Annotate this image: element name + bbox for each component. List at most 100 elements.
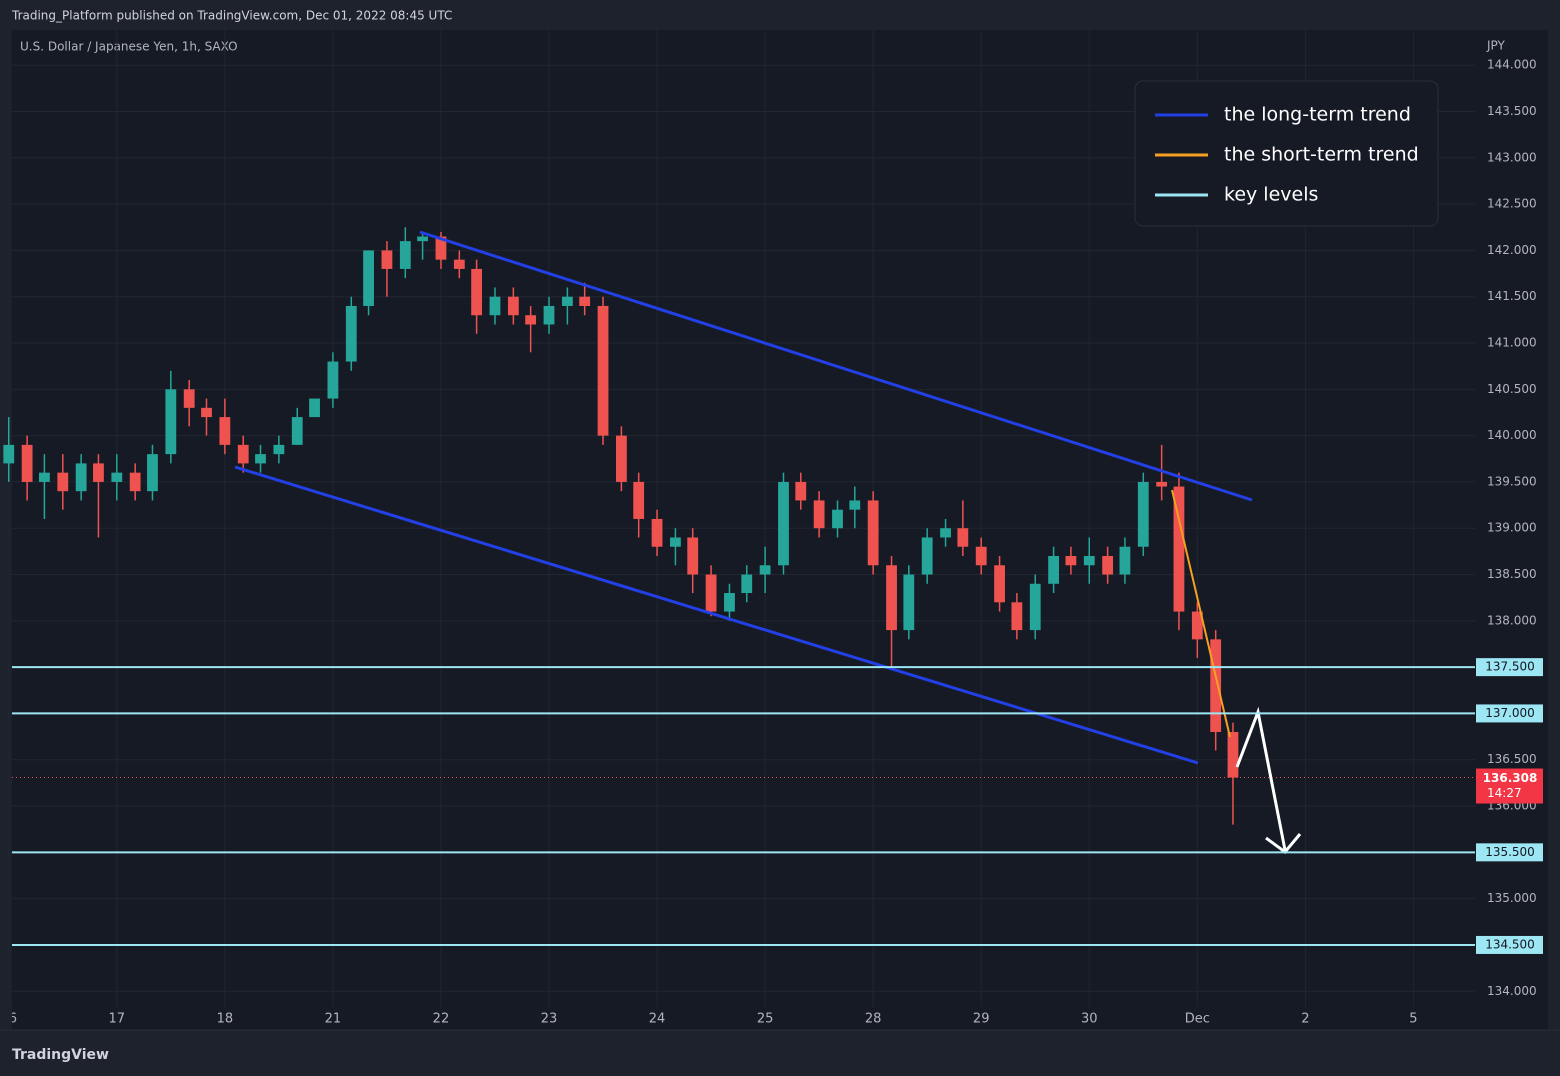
- axis-unit: JPY: [1486, 39, 1506, 53]
- candle-body: [255, 454, 266, 464]
- candle-body: [1065, 556, 1077, 566]
- x-tick-label: 25: [757, 1012, 774, 1027]
- candle-body: [201, 407, 212, 418]
- y-tick-label: 143.000: [1487, 150, 1537, 164]
- key-level-tag: [1476, 704, 1543, 723]
- candle-body: [832, 509, 843, 529]
- candle-body: [940, 528, 951, 538]
- candle-body: [129, 472, 141, 492]
- key-level-tag: [1476, 843, 1543, 862]
- candle-body: [363, 250, 374, 306]
- candle-body: [1029, 583, 1041, 631]
- candle-body: [543, 305, 555, 325]
- x-tick-label: 28: [865, 1012, 882, 1027]
- key-level-tag: [1476, 935, 1543, 954]
- x-tick-label: 17: [109, 1012, 126, 1027]
- y-tick-label: 142.500: [1487, 197, 1537, 211]
- candle-body: [1011, 602, 1023, 631]
- candle-body: [759, 565, 771, 575]
- candle-body: [489, 296, 501, 316]
- candle-body: [3, 444, 15, 464]
- candle-body: [525, 315, 537, 325]
- y-tick-label: 138.500: [1487, 567, 1537, 581]
- y-tick-label: 139.000: [1487, 521, 1537, 535]
- key-level-label: 135.500: [1485, 845, 1535, 859]
- short-trend-line: [1171, 489, 1231, 738]
- y-tick-label: 143.500: [1487, 104, 1537, 118]
- candle-body: [795, 481, 807, 501]
- y-tick-label: 134.000: [1487, 984, 1537, 998]
- candle-body: [741, 574, 753, 594]
- candle-body: [1083, 556, 1095, 566]
- candle-body: [417, 236, 428, 242]
- candle-body: [579, 296, 591, 306]
- candle-body: [399, 241, 411, 269]
- candle-body: [994, 565, 1005, 603]
- x-tick-label: 16: [0, 1012, 17, 1027]
- x-tick-label: 5: [1409, 1012, 1417, 1027]
- logo: TradingView: [12, 1047, 109, 1063]
- legend-label: the long-term trend: [1224, 104, 1411, 126]
- candle-body: [327, 361, 339, 399]
- x-tick-label: Dec: [1185, 1012, 1210, 1027]
- y-tick-label: 138.000: [1487, 613, 1537, 627]
- candle-body: [778, 481, 789, 566]
- candle-body: [921, 537, 933, 575]
- y-tick-label: 142.000: [1487, 243, 1537, 257]
- candle-body: [957, 528, 969, 547]
- x-tick-label: 30: [1081, 1012, 1098, 1027]
- candle-body: [849, 500, 861, 510]
- y-tick-label: 141.000: [1487, 336, 1537, 350]
- candle-body: [903, 574, 915, 631]
- key-level-label: 134.500: [1485, 937, 1535, 951]
- candle-body: [687, 537, 699, 575]
- candle-body: [1137, 481, 1149, 547]
- y-tick-label: 139.500: [1487, 474, 1537, 488]
- y-tick-label: 140.000: [1487, 428, 1537, 442]
- y-tick-label: 141.500: [1487, 289, 1537, 303]
- candle-body: [453, 259, 465, 269]
- candle-body: [147, 454, 158, 492]
- legend-label: the short-term trend: [1224, 144, 1419, 166]
- candle-body: [867, 500, 879, 566]
- chart-title: U.S. Dollar / Japanese Yen, 1h, SAXO: [20, 40, 238, 54]
- key-level-tag: [1476, 658, 1543, 677]
- candle-body: [381, 250, 393, 269]
- candle-body: [57, 472, 69, 492]
- candle-body: [670, 537, 681, 547]
- y-tick-label: 144.000: [1487, 58, 1537, 72]
- candle-body: [616, 435, 627, 482]
- y-tick-label: 140.500: [1487, 382, 1537, 396]
- x-tick-label: 22: [433, 1012, 450, 1027]
- x-tick-label: 18: [217, 1012, 234, 1027]
- key-level-label: 137.500: [1485, 660, 1535, 674]
- x-tick-label: 29: [973, 1012, 990, 1027]
- x-tick-label: 23: [541, 1012, 558, 1027]
- candle-body: [39, 472, 50, 482]
- candle-body: [597, 305, 609, 436]
- header: Trading_Platform published on TradingVie…: [11, 9, 452, 23]
- candle-body: [93, 463, 104, 482]
- candle-body: [1156, 481, 1168, 487]
- candle-body: [561, 296, 573, 306]
- candle-body: [1210, 639, 1222, 732]
- candle-body: [1048, 556, 1060, 584]
- candle-body: [975, 546, 987, 566]
- candle-body: [651, 518, 663, 547]
- candle-body: [1173, 486, 1185, 612]
- key-level-label: 137.000: [1485, 706, 1535, 720]
- legend-label: key levels: [1224, 184, 1318, 206]
- arrow: [1235, 706, 1287, 851]
- candle-body: [111, 472, 123, 482]
- last-price-label: 136.308: [1483, 771, 1538, 785]
- candle-body: [291, 417, 303, 445]
- legend-box: [1134, 80, 1439, 227]
- candle-body: [1102, 556, 1114, 575]
- y-tick-label: 135.000: [1487, 891, 1537, 905]
- trend-line: [419, 230, 1253, 502]
- candle-body: [435, 236, 447, 260]
- candle-body: [886, 565, 897, 631]
